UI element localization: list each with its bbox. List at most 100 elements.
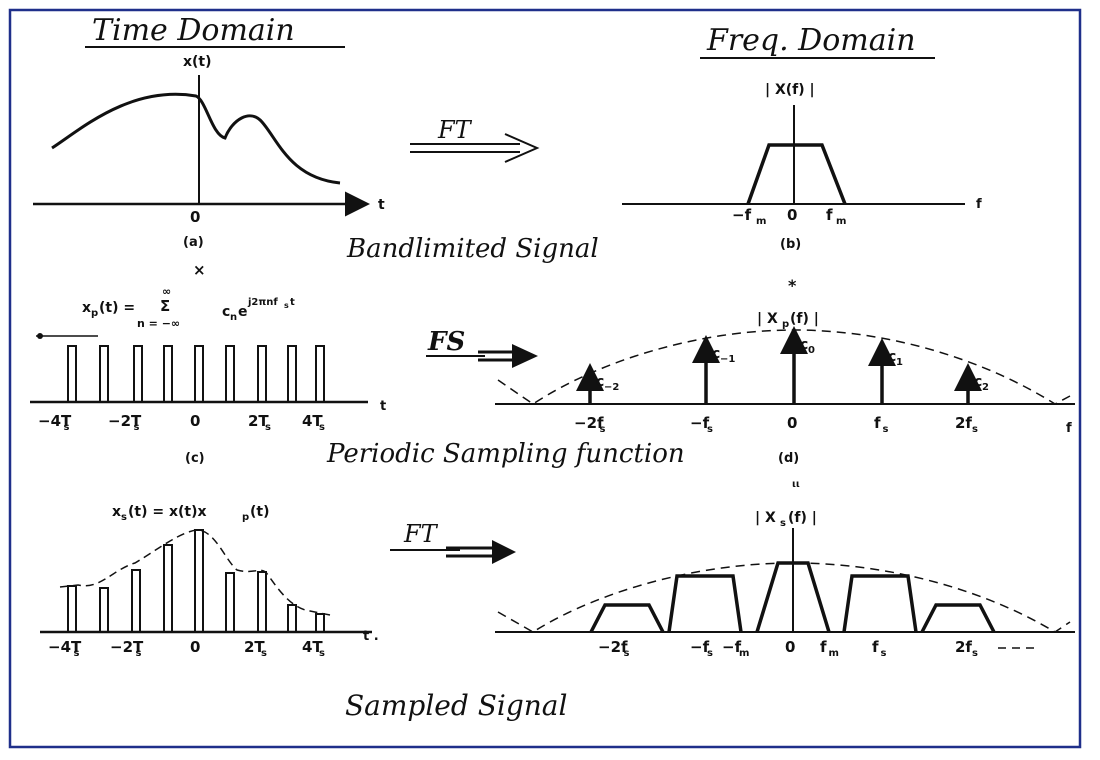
caption-c: (c) [185,451,205,466]
svg-text:c: c [800,337,808,353]
svg-text:2T: 2T [244,638,265,656]
sampling-function-formula: x p (t) = ∞ Σ n = −∞ c n e j2πnf s t [82,285,295,330]
svg-text:c: c [222,304,230,320]
svg-text:j2πnf: j2πnf [247,297,278,308]
spectrum-replica-1 [667,574,743,633]
tick-zero-b: 0 [787,206,797,224]
sample-3 [163,544,173,633]
t-axis-label-a: t [378,197,385,213]
svg-text:−4T: −4T [48,638,82,656]
coeff-label-0: c −2 [596,374,619,393]
svg-text:∞: ∞ [162,285,171,298]
svg-text:−2T: −2T [108,412,142,430]
f-axis-label-d: f [1066,421,1072,436]
svg-text:s: s [136,648,142,659]
svg-text:s: s [707,648,713,659]
svg-text:m: m [739,648,749,659]
sampled-pulses [67,529,325,633]
svg-text:n: n [230,312,237,323]
sampling-pulse-train [67,345,325,403]
svg-text:f: f [874,414,881,432]
svg-text:(t) =: (t) = [99,300,135,316]
svg-text:s: s [780,518,786,529]
freq-tick-d-4: 2f s [955,414,978,435]
freq-tick-f-0: −2fs [598,638,630,659]
Xs-f-title: | X s (f) | [755,510,817,529]
sample-6 [257,571,267,633]
svg-text:e: e [238,304,248,320]
svg-text:x: x [112,504,121,520]
time-tick-e-1: −2Ts [110,638,144,659]
pulse-5 [225,345,235,403]
svg-text:−f: −f [690,414,710,432]
double-arrow-3 [446,540,516,564]
svg-text:s: s [284,301,289,310]
freq-tick-f-6: 2f s [955,638,978,659]
svg-text:s: s [134,422,140,433]
bandlimited-signal-curve [51,92,341,185]
freq-ticks-f: −2fs −fs −fm 0 f m f s 2f s [598,638,978,659]
sampled-envelope [59,529,331,616]
bandlimited-signal-label: Bandlimited Signal [346,234,599,264]
svg-text:p: p [782,319,789,330]
pulse-0 [67,345,77,403]
fs-label: FS [427,327,465,357]
replicated-spectra [589,561,996,633]
f-axis-label-b: f [976,197,982,212]
pulse-1 [99,345,109,403]
sampled-envelope-f [497,562,1071,633]
pulse-width-marker [36,333,98,339]
pulse-7 [287,345,297,403]
time-tick-e-0: −4Ts [48,638,82,659]
svg-text:n = −∞: n = −∞ [137,317,180,330]
t-axis-label-e: t . [363,629,379,644]
svg-text:−f: −f [722,638,742,656]
X-f-title: | X(f) | [765,82,815,98]
svg-text:| X: | X [755,510,776,526]
sample-2 [131,569,141,633]
sample-4 [194,529,204,633]
freq-ticks-d: −2fs −fs 0 f s 2f s [574,414,978,435]
svg-text:−2f: −2f [598,638,628,656]
svg-text:s: s [319,422,325,433]
ft-label-3: FT [403,520,439,548]
t-axis-label-c: t [380,399,386,414]
freq-domain-heading: Freq. Domain [706,23,916,58]
freq-tick-f-2: −fm [722,638,749,659]
svg-text:s: s [707,424,713,435]
sample-8 [315,613,325,633]
time-tick-e-4: 4Ts [302,638,325,659]
freq-tick-f-3: 0 [785,638,795,656]
svg-text:0: 0 [190,638,200,656]
svg-text:2T: 2T [248,412,269,430]
caption-a: (a) [183,235,204,250]
svg-text:−2T: −2T [110,638,144,656]
svg-text:s: s [64,422,70,433]
svg-text:(t): (t) [250,504,270,520]
ft-label-1: FT [437,116,473,144]
sample-5 [225,572,235,633]
time-domain-heading: Time Domain [92,13,295,48]
svg-text:s: s [261,648,267,659]
freq-tick-d-2: 0 [787,414,797,432]
svg-text:c: c [596,374,604,390]
svg-text:x: x [82,300,91,316]
tick-fm-b: f m [826,206,846,227]
svg-text:f: f [820,638,827,656]
svg-text:0: 0 [787,414,797,432]
sampled-signal-label: Sampled Signal [345,689,567,722]
svg-text:4T: 4T [302,412,323,430]
svg-text:s: s [600,424,606,435]
svg-text:2: 2 [982,382,989,393]
svg-text:−1: −1 [720,354,735,365]
time-tick-e-2: 0 [190,638,200,656]
svg-text:s: s [265,422,271,433]
freq-tick-f-1: −fs [690,638,713,659]
svg-text:Σ: Σ [160,297,170,315]
svg-text:s: s [74,648,80,659]
time-tick-c-4: 4Ts [302,412,325,433]
